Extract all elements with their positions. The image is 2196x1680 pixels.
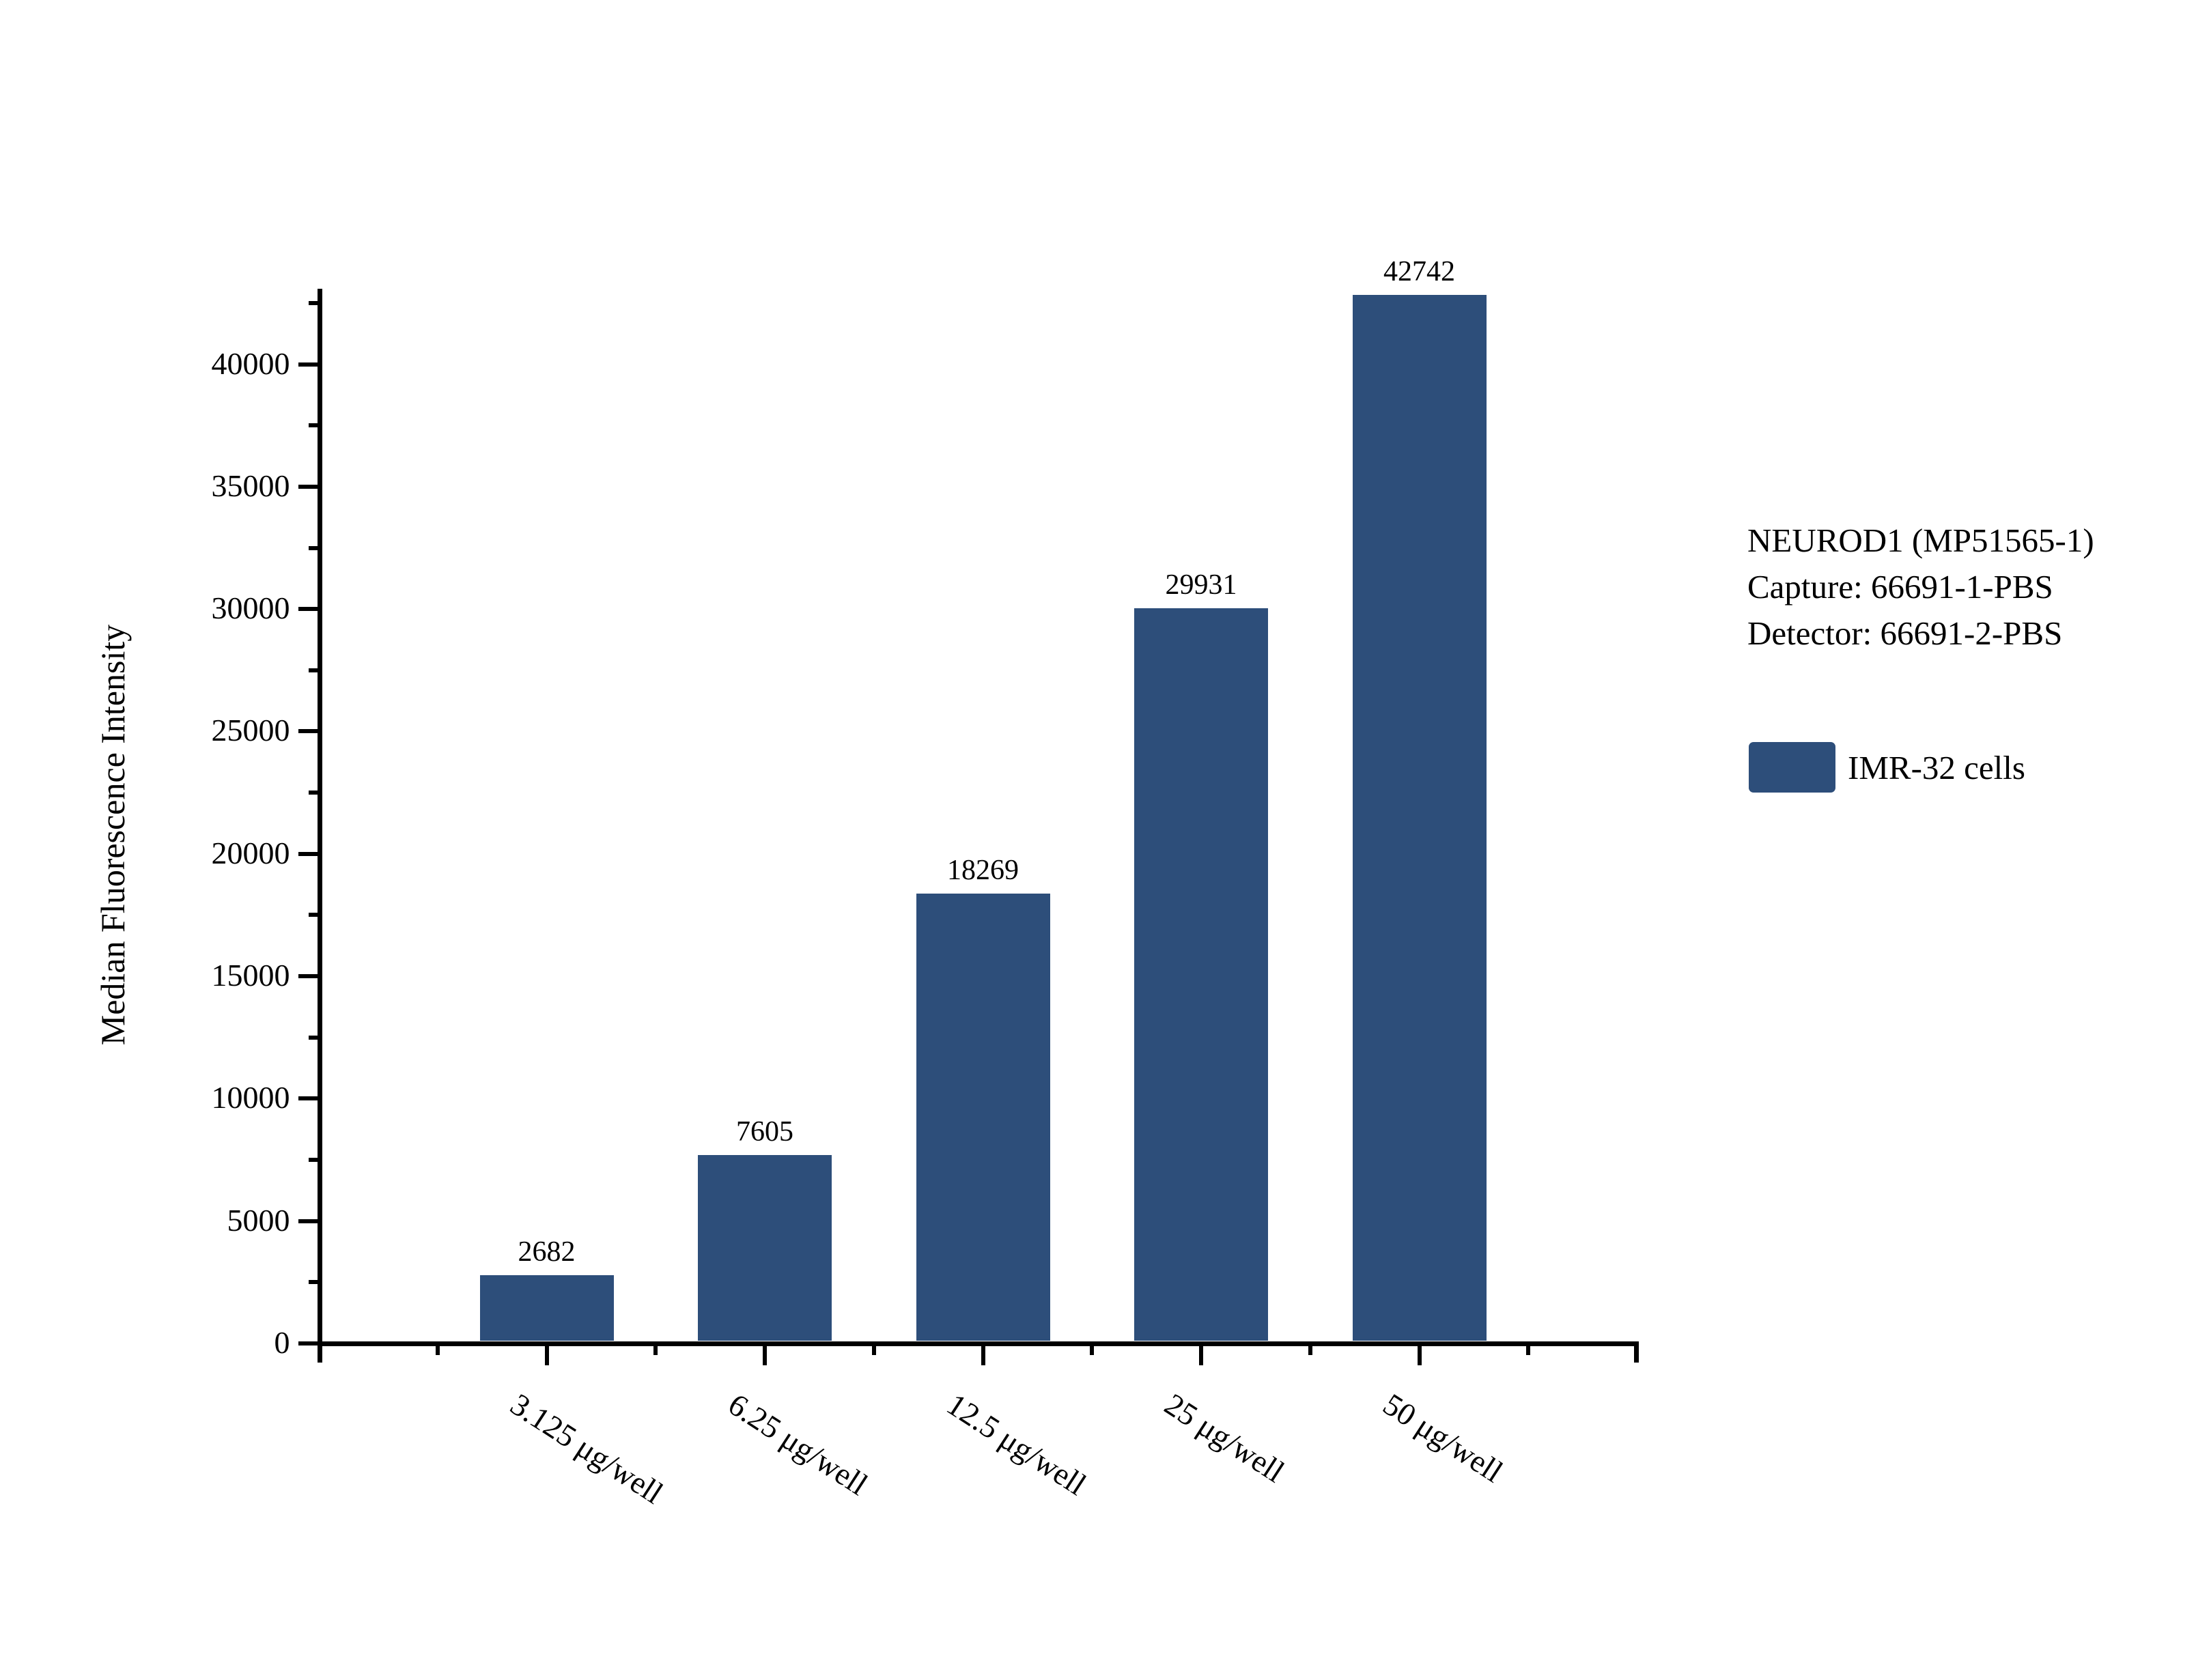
y-tick-label: 40000 — [211, 345, 290, 381]
y-minor-tick — [308, 1158, 318, 1163]
y-major-tick — [298, 362, 318, 367]
y-minor-tick — [308, 423, 318, 428]
bar-value-label: 42742 — [1383, 255, 1455, 287]
y-major-tick — [298, 1096, 318, 1101]
y-major-tick — [298, 484, 318, 489]
x-major-tick — [981, 1346, 985, 1365]
y-major-tick — [298, 1219, 318, 1223]
x-major-tick — [544, 1346, 549, 1365]
y-tick-label: 15000 — [211, 958, 290, 993]
y-minor-tick — [308, 1035, 318, 1040]
bar — [698, 1154, 832, 1341]
x-axis — [317, 1341, 1639, 1346]
annotation-line-1: NEUROD1 (MP51565-1) — [1747, 522, 2094, 559]
y-minor-tick — [308, 913, 318, 917]
annotation-line-3: Detector: 66691-2-PBS — [1747, 614, 2063, 652]
y-major-tick — [298, 729, 318, 734]
y-tick-label: 25000 — [211, 713, 290, 748]
y-major-tick — [298, 851, 318, 856]
y-minor-tick — [308, 545, 318, 550]
bar — [1352, 294, 1487, 1341]
y-tick-label: 30000 — [211, 590, 290, 626]
x-major-tick — [763, 1346, 767, 1365]
y-minor-tick — [308, 300, 318, 305]
legend: IMR-32 cells — [1749, 741, 2025, 793]
bar-value-label: 29931 — [1165, 569, 1237, 601]
x-tick-label: 12.5 μg/well — [940, 1386, 1093, 1503]
legend-swatch — [1749, 742, 1835, 793]
x-axis-end-tick — [1634, 1341, 1639, 1363]
x-minor-tick — [1308, 1346, 1312, 1355]
x-major-tick — [1199, 1346, 1203, 1365]
y-tick-label: 20000 — [211, 835, 290, 870]
y-minor-tick — [308, 668, 318, 672]
bar-value-label: 7605 — [736, 1115, 793, 1148]
legend-label: IMR-32 cells — [1848, 748, 2025, 786]
annotation-line-2: Capture: 66691-1-PBS — [1747, 568, 2053, 606]
y-tick-label: 10000 — [211, 1080, 290, 1115]
x-minor-tick — [871, 1346, 876, 1355]
bar-value-label: 2682 — [518, 1236, 576, 1268]
y-major-tick — [298, 607, 318, 612]
x-tick-label: 50 μg/well — [1377, 1386, 1509, 1490]
y-major-tick — [298, 974, 318, 979]
x-minor-tick — [435, 1346, 440, 1355]
bar — [479, 1275, 614, 1341]
y-major-tick — [298, 1341, 318, 1346]
x-minor-tick — [1090, 1346, 1095, 1355]
x-major-tick — [1417, 1346, 1422, 1365]
y-tick-label: 0 — [274, 1325, 290, 1361]
y-tick-label: 5000 — [227, 1202, 290, 1238]
y-minor-tick — [308, 1280, 318, 1285]
bar — [1134, 608, 1268, 1341]
x-minor-tick — [653, 1346, 658, 1355]
y-minor-tick — [308, 791, 318, 795]
bar-value-label: 18269 — [947, 855, 1019, 887]
x-tick-label: 25 μg/well — [1158, 1386, 1291, 1490]
x-minor-tick — [1526, 1346, 1531, 1355]
y-tick-label: 35000 — [211, 468, 290, 503]
bar — [916, 894, 1050, 1341]
x-tick-label: 3.125 μg/well — [504, 1386, 669, 1511]
annotation-block: NEUROD1 (MP51565-1) Capture: 66691-1-PBS… — [1747, 517, 2094, 657]
x-tick-label: 6.25 μg/well — [722, 1386, 874, 1503]
y-axis — [317, 288, 322, 1363]
